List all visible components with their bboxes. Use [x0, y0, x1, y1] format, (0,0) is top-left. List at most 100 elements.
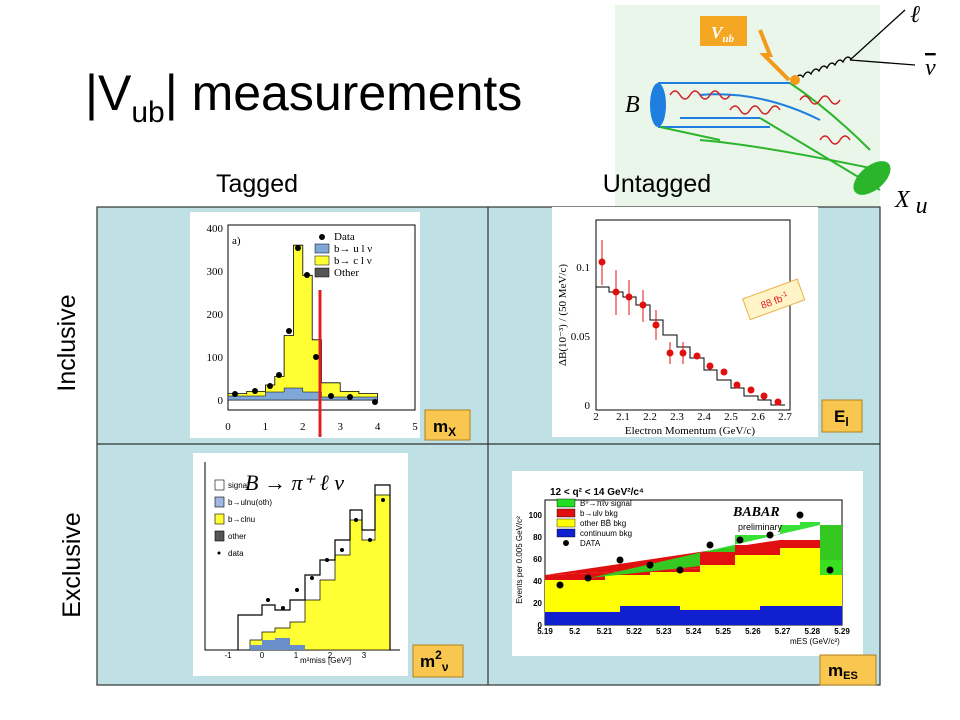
- y-tick-label: 100: [207, 352, 224, 364]
- y-tick-label: 100: [529, 511, 543, 520]
- plot-untagged-inclusive: 88 fb-1 Electron Momentum (GeV/c) ΔB(10⁻…: [552, 207, 818, 437]
- shape: [736, 536, 744, 544]
- shape: 88 fb-1: [742, 278, 806, 321]
- shape: [556, 511, 834, 589]
- legend-label: b→ u l ν: [334, 243, 372, 255]
- shape: [310, 576, 314, 580]
- shape: [774, 398, 782, 406]
- shape: [790, 75, 800, 85]
- meson: B: [625, 92, 640, 118]
- shape: [266, 498, 385, 610]
- legend-swatch: [556, 528, 576, 538]
- shape: [556, 581, 564, 589]
- shape: [676, 566, 684, 574]
- lepton: ℓ: [910, 2, 920, 28]
- legend-label: DATA: [580, 539, 601, 548]
- x-tick-label: 5.22: [626, 627, 642, 636]
- x-tick-label: 2.1: [616, 411, 630, 423]
- shape: [700, 16, 747, 46]
- x-tick-label: 3: [362, 651, 367, 660]
- cut: 12 < q² < 14 GeV²/c⁴: [550, 487, 644, 498]
- x-tick-label: 2.2: [643, 411, 657, 423]
- legend-label: other: [228, 532, 247, 541]
- legend-label: signal: [228, 481, 249, 490]
- column-header: Untagged: [603, 170, 711, 198]
- x-tick-label: 2: [593, 411, 599, 423]
- x-tick-label: 2.3: [670, 411, 684, 423]
- label-box: [424, 409, 471, 441]
- shape: mX: [433, 417, 456, 439]
- legend-marker: [319, 234, 325, 240]
- shape: [733, 381, 741, 389]
- column-header: Tagged: [216, 170, 298, 198]
- shape: signal b→ulnu(oth) b→clnu other data: [214, 479, 272, 558]
- y-tick-label: 0: [538, 621, 543, 630]
- slide-title: |Vub| measurements: [85, 65, 522, 129]
- title-main: |V: [85, 65, 132, 121]
- shape: [328, 393, 334, 399]
- y-axis-title: Events per 0.005 GeV/c²: [515, 516, 524, 604]
- y-tick-label: 0: [585, 400, 591, 412]
- y-tick-label: 200: [207, 309, 224, 321]
- shape: [237, 484, 391, 650]
- legend-label: b→clnu: [228, 515, 255, 524]
- x-tick-label: 2.7: [778, 411, 792, 423]
- x-tick-label: 5.21: [597, 627, 613, 636]
- x-axis-title: m²miss [GeV²]: [300, 656, 351, 665]
- shape: [276, 372, 282, 378]
- legend-swatch: [314, 255, 330, 266]
- shape: [368, 538, 372, 542]
- x-axis-title: mES (GeV/c²): [790, 637, 840, 646]
- shape: [669, 90, 851, 145]
- x-tick-label: 4: [375, 421, 381, 433]
- row-header: Inclusive: [53, 294, 81, 391]
- shape: [267, 383, 273, 389]
- shape: [252, 388, 258, 394]
- title-sub: ub: [131, 96, 164, 129]
- x-tick-label: 5.2: [569, 627, 581, 636]
- legend-label: continuum bkg: [580, 529, 632, 538]
- x-tick-label: 5.28: [805, 627, 821, 636]
- y-tick-label: 0: [218, 395, 224, 407]
- lumi-sup: -1: [780, 291, 788, 300]
- x-tick-label: 1: [294, 651, 299, 660]
- shape: [766, 531, 774, 539]
- x-tick-label: 2.6: [751, 411, 765, 423]
- shape: [720, 368, 728, 376]
- shape: [616, 556, 624, 564]
- shape: El: [834, 407, 849, 429]
- shape: [796, 511, 804, 519]
- y-tick-label: 400: [207, 223, 224, 235]
- shape: mES: [828, 661, 858, 682]
- x-tick-label: 5: [412, 421, 418, 433]
- y-tick-label: 40: [533, 577, 542, 586]
- shape: [659, 82, 881, 191]
- variable-sub: l: [845, 415, 848, 429]
- variable-sup: 2: [435, 648, 442, 662]
- shape: [295, 588, 299, 592]
- shape: [601, 240, 684, 364]
- shape: [347, 394, 353, 400]
- shape: [693, 352, 701, 360]
- shape: [372, 399, 378, 405]
- shape: [381, 498, 385, 502]
- plot-untagged-exclusive: 12 < q² < 14 GeV²/c⁴ BABAR preliminary E…: [512, 471, 863, 656]
- vertex: V: [711, 23, 724, 42]
- variable-sub: X: [448, 425, 456, 439]
- shape: [853, 161, 891, 195]
- shape: m2ν: [420, 648, 449, 674]
- shape: [545, 548, 842, 625]
- shape: [658, 82, 821, 128]
- shape: [266, 598, 270, 602]
- variable-label: m: [420, 652, 435, 671]
- variable-sub: ES: [843, 670, 858, 682]
- y-tick-label: 300: [207, 266, 224, 278]
- shape: [646, 561, 654, 569]
- legend-swatch: [214, 530, 225, 542]
- legend-label: Other: [334, 267, 359, 279]
- variable-label: m: [828, 661, 843, 680]
- shape: [849, 9, 916, 66]
- label-box: [412, 644, 464, 678]
